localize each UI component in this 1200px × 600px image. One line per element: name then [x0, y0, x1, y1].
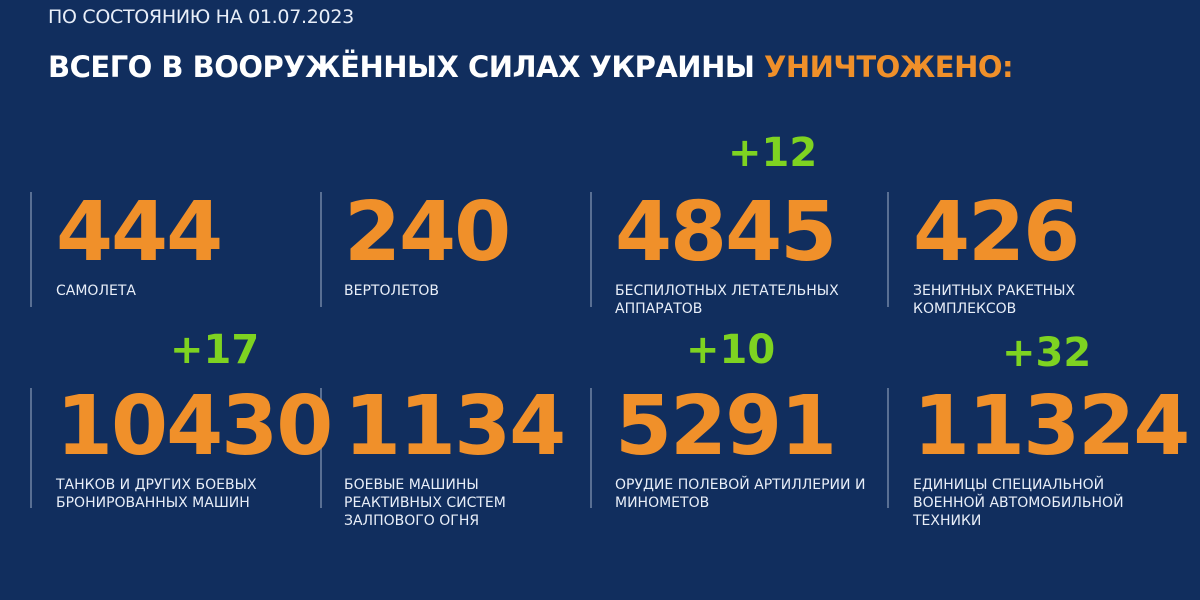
stat-delta: +17 — [170, 327, 260, 373]
stat-value: 5291 — [615, 379, 837, 474]
stat-vehicles: 11324 ЕДИНИЦЫ СПЕЦИАЛЬНОЙ ВОЕННОЙ АВТОМОБ… — [913, 379, 1190, 530]
stat-tanks: 10430 ТАНКОВ И ДРУГИХ БОЕВЫХ БРОНИРОВАННЫ… — [56, 379, 333, 512]
stat-delta: +10 — [686, 327, 776, 373]
stat-uav: 4845 БЕСПИЛОТНЫХ ЛЕТАТЕЛЬНЫХ АППАРАТОВ — [615, 192, 855, 318]
title-accent: УНИЧТОЖЕНО: — [764, 50, 1014, 84]
date-subtitle: ПО СОСТОЯНИЮ НА 01.07.2023 — [48, 6, 354, 28]
divider — [590, 192, 592, 307]
stat-label: ТАНКОВ И ДРУГИХ БОЕВЫХ БРОНИРОВАННЫХ МАШ… — [56, 477, 257, 511]
stat-value: 240 — [344, 185, 511, 280]
page-title: ВСЕГО В ВООРУЖЁННЫХ СИЛАХ УКРАИНЫ УНИЧТО… — [48, 50, 1014, 84]
divider — [320, 388, 322, 508]
divider — [887, 192, 889, 307]
divider — [30, 388, 32, 508]
stat-sam: 426 ЗЕНИТНЫХ РАКЕТНЫХ КОМПЛЕКСОВ — [913, 192, 1133, 318]
stat-label: ЗЕНИТНЫХ РАКЕТНЫХ КОМПЛЕКСОВ — [913, 283, 1076, 317]
stat-delta: +12 — [728, 130, 818, 176]
stat-mlrs: 1134 БОЕВЫЕ МАШИНЫ РЕАКТИВНЫХ СИСТЕМ ЗАЛП… — [344, 379, 566, 530]
stat-label: ВЕРТОЛЕТОВ — [344, 283, 440, 299]
stat-helicopters: 240 ВЕРТОЛЕТОВ — [344, 192, 574, 300]
stat-label: САМОЛЕТА — [56, 283, 136, 299]
stat-label: БЕСПИЛОТНЫХ ЛЕТАТЕЛЬНЫХ АППАРАТОВ — [615, 283, 839, 317]
stat-aircraft: 444 САМОЛЕТА — [56, 192, 306, 300]
stat-value: 11324 — [913, 379, 1190, 474]
title-main: ВСЕГО В ВООРУЖЁННЫХ СИЛАХ УКРАИНЫ — [48, 50, 755, 84]
divider — [590, 388, 592, 508]
stat-artillery: 5291 ОРУДИЕ ПОЛЕВОЙ АРТИЛЛЕРИИ И МИНОМЕТО… — [615, 386, 875, 512]
stat-delta: +32 — [1002, 330, 1092, 376]
stat-label: БОЕВЫЕ МАШИНЫ РЕАКТИВНЫХ СИСТЕМ ЗАЛПОВОГ… — [344, 477, 506, 529]
stat-value: 4845 — [615, 185, 837, 280]
stat-label: ЕДИНИЦЫ СПЕЦИАЛЬНОЙ ВОЕННОЙ АВТОМОБИЛЬНО… — [913, 477, 1124, 529]
divider — [887, 388, 889, 508]
stat-value: 426 — [913, 185, 1080, 280]
stat-value: 1134 — [344, 379, 566, 474]
divider — [30, 192, 32, 307]
stat-label: ОРУДИЕ ПОЛЕВОЙ АРТИЛЛЕРИИ И МИНОМЕТОВ — [615, 477, 866, 511]
stat-value: 444 — [56, 185, 223, 280]
stat-value: 10430 — [56, 379, 333, 474]
divider — [320, 192, 322, 307]
